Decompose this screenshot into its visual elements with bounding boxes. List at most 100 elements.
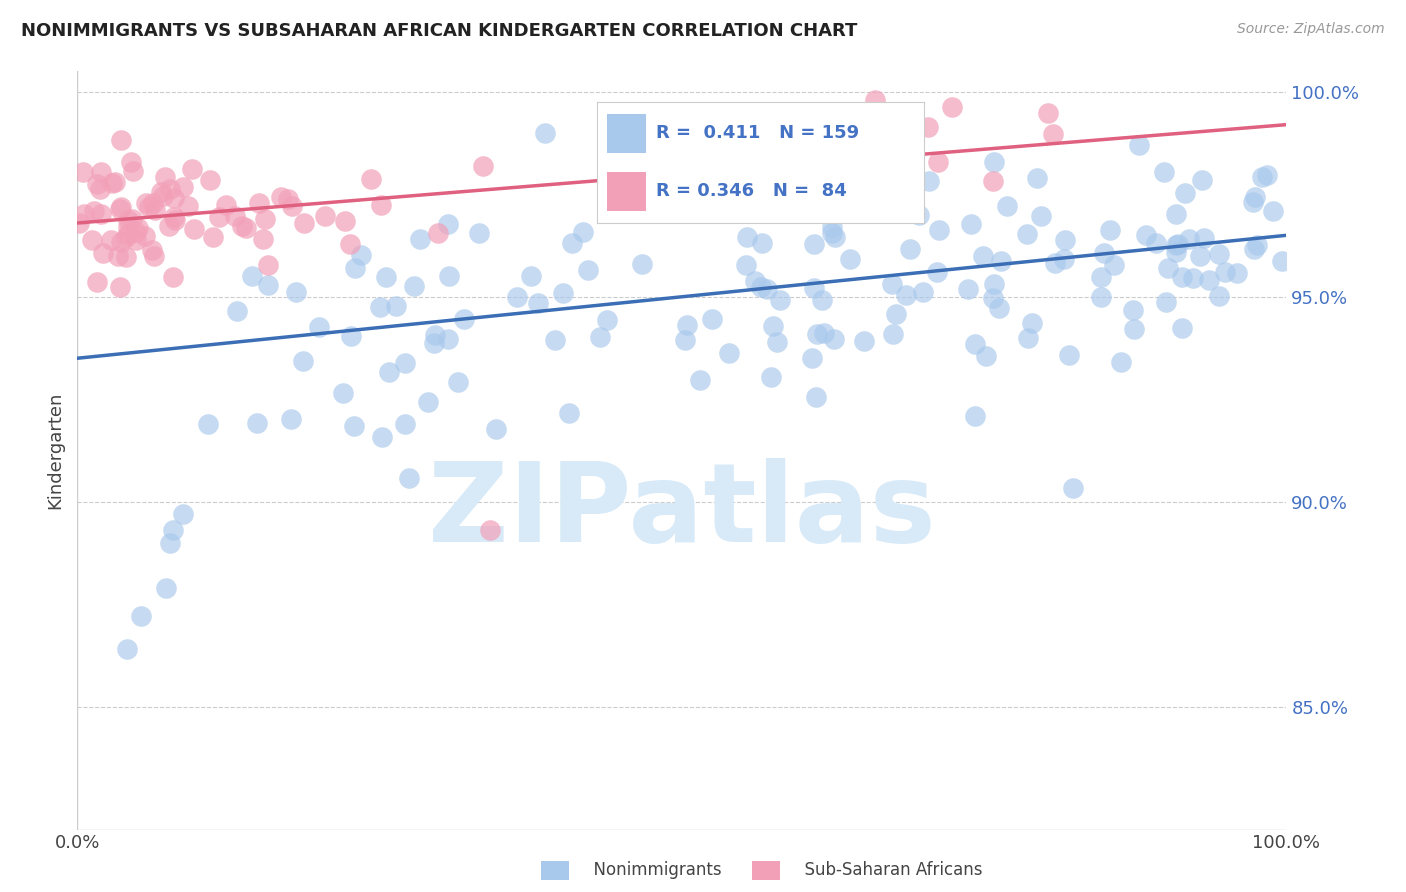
Point: [749, 280, 772, 294]
Point: [675, 188, 697, 202]
Point: [246, 416, 269, 430]
Point: [162, 524, 184, 538]
Point: [917, 120, 939, 134]
Point: [1157, 261, 1180, 276]
Point: [200, 172, 222, 186]
Point: [1246, 238, 1268, 252]
Point: [418, 394, 440, 409]
Point: [1052, 252, 1074, 266]
Point: [107, 249, 129, 263]
Point: [561, 235, 583, 250]
Point: [375, 270, 398, 285]
Point: [91, 246, 114, 260]
Point: [447, 376, 470, 390]
Point: [957, 282, 980, 296]
Point: [150, 186, 173, 200]
Point: [172, 507, 194, 521]
Point: [277, 192, 299, 206]
Point: [558, 406, 581, 420]
Point: [340, 329, 363, 343]
Point: [152, 188, 174, 202]
Point: [143, 249, 166, 263]
Point: [235, 220, 257, 235]
Point: [1015, 227, 1038, 242]
Point: [631, 257, 654, 271]
Point: [1062, 481, 1084, 495]
Point: [856, 173, 879, 187]
Point: [360, 172, 382, 186]
Point: [1226, 266, 1249, 280]
Point: [1174, 186, 1197, 200]
Point: [453, 311, 475, 326]
Point: [1111, 355, 1133, 369]
Point: [333, 213, 356, 227]
Point: [157, 219, 180, 233]
Point: [115, 642, 138, 657]
Point: [813, 326, 835, 341]
Point: [202, 229, 225, 244]
Point: [1122, 322, 1144, 336]
Point: [1243, 243, 1265, 257]
Point: [163, 192, 186, 206]
Point: [824, 229, 846, 244]
Point: [1171, 320, 1194, 334]
Point: [1021, 316, 1043, 330]
Point: [343, 419, 366, 434]
Point: [1208, 247, 1230, 261]
Point: [1271, 254, 1294, 268]
Point: [823, 134, 845, 148]
Point: [974, 349, 997, 363]
Point: [125, 225, 148, 239]
Point: [675, 318, 697, 332]
Point: [589, 330, 612, 344]
Point: [761, 369, 783, 384]
Point: [332, 386, 354, 401]
Point: [163, 210, 186, 224]
Point: [143, 203, 166, 218]
Point: [256, 278, 278, 293]
Point: [821, 219, 844, 234]
Point: [941, 100, 963, 114]
Point: [224, 209, 246, 223]
Point: [110, 200, 132, 214]
Point: [134, 228, 156, 243]
Point: [142, 196, 165, 211]
Point: [882, 327, 904, 342]
Point: [1191, 172, 1213, 186]
Point: [437, 269, 460, 284]
Point: [180, 162, 202, 177]
Point: [90, 207, 112, 221]
Point: [908, 208, 931, 222]
Point: [804, 390, 827, 404]
Point: [1026, 170, 1049, 185]
Point: [571, 225, 593, 239]
Point: [1090, 290, 1112, 304]
Point: [803, 280, 825, 294]
Point: [928, 223, 950, 237]
Point: [553, 286, 575, 301]
Point: [86, 178, 108, 192]
Point: [520, 268, 543, 283]
Point: [129, 609, 152, 624]
Point: [108, 280, 131, 294]
Point: [1189, 249, 1212, 263]
Point: [427, 227, 450, 241]
Point: [717, 346, 740, 360]
Point: [1182, 270, 1205, 285]
Point: [339, 237, 361, 252]
Point: [811, 293, 834, 307]
Point: [284, 285, 307, 299]
Point: [700, 311, 723, 326]
Point: [86, 275, 108, 289]
Point: [1122, 302, 1144, 317]
Point: [898, 242, 921, 256]
Point: [163, 212, 186, 227]
Point: [155, 581, 177, 595]
Point: [755, 282, 778, 296]
Point: [1144, 236, 1167, 251]
Point: [803, 237, 825, 252]
Point: [990, 253, 1012, 268]
Point: [1171, 270, 1194, 285]
Point: [894, 288, 917, 302]
Point: [385, 299, 408, 313]
